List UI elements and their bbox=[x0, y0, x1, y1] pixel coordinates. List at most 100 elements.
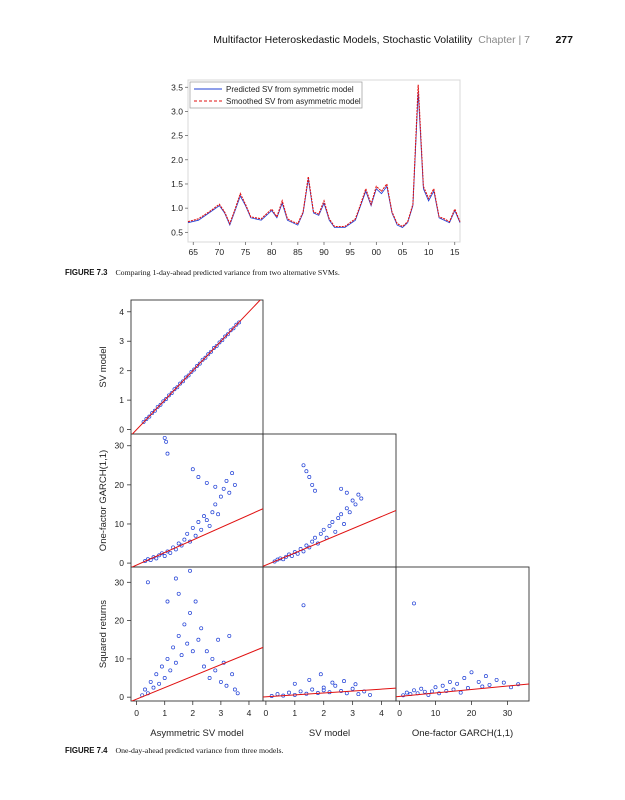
scatter-point bbox=[223, 334, 228, 339]
scatter-point bbox=[196, 520, 201, 524]
scatter-xtick-label: 1 bbox=[162, 708, 167, 718]
scatter-point bbox=[301, 463, 306, 468]
scatter-point bbox=[186, 373, 191, 378]
scatter-point bbox=[199, 626, 204, 631]
fig73-xtick-label: 65 bbox=[188, 247, 198, 257]
scatter-xtick-label: 0 bbox=[264, 708, 269, 718]
scatter-column-label: One-factor GARCH(1,1) bbox=[412, 728, 513, 739]
scatter-xtick-label: 2 bbox=[321, 708, 326, 718]
scatter-point bbox=[145, 580, 150, 585]
running-title: Multifactor Heteroskedastic Models, Stoc… bbox=[213, 34, 473, 46]
scatter-point bbox=[327, 523, 332, 528]
scatter-point bbox=[368, 692, 372, 697]
scatter-point bbox=[165, 656, 170, 661]
page-header: Multifactor Heteroskedastic Models, Stoc… bbox=[0, 34, 625, 48]
scatter-point bbox=[154, 672, 159, 677]
scatter-point bbox=[183, 375, 188, 380]
scatter-point bbox=[228, 328, 233, 333]
scatter-xtick-label: 2 bbox=[190, 708, 195, 718]
scatter-panel-frame bbox=[130, 433, 264, 568]
scatter-point bbox=[173, 660, 178, 665]
scatter-point bbox=[175, 385, 180, 390]
scatter-point bbox=[359, 496, 364, 501]
figure-7-3-label: FIGURE 7.3 bbox=[65, 268, 108, 277]
scatter-point bbox=[207, 523, 212, 528]
scatter-point bbox=[451, 687, 456, 692]
scatter-point bbox=[155, 404, 160, 409]
scatter-row-label: One-factor GARCH(1,1) bbox=[98, 450, 109, 551]
scatter-point bbox=[321, 527, 326, 532]
scatter-point bbox=[231, 326, 236, 331]
scatter-point bbox=[412, 688, 416, 693]
scatter-point bbox=[307, 475, 312, 479]
scatter-point bbox=[213, 484, 218, 489]
scatter-point bbox=[173, 576, 178, 581]
fig73-ytick-label: 0.5 bbox=[171, 227, 183, 237]
scatter-point bbox=[220, 338, 225, 343]
fig73-xtick-label: 00 bbox=[372, 247, 382, 257]
scatter-point bbox=[193, 533, 198, 538]
scatter-point bbox=[218, 494, 223, 499]
scatter-point bbox=[165, 451, 170, 456]
scatter-ytick-label: 3 bbox=[119, 336, 124, 346]
scatter-point bbox=[437, 691, 442, 696]
scatter-point bbox=[188, 610, 192, 615]
scatter-point bbox=[339, 689, 344, 693]
scatter-point bbox=[353, 682, 358, 687]
scatter-point bbox=[318, 672, 323, 677]
scatter-point bbox=[176, 591, 181, 596]
scatter-point bbox=[234, 322, 239, 327]
scatter-point bbox=[235, 691, 240, 696]
scatter-point bbox=[356, 692, 361, 697]
scatter-point bbox=[501, 680, 506, 685]
scatter-xtick-label: 0 bbox=[134, 708, 139, 718]
scatter-point bbox=[218, 679, 223, 684]
scatter-point bbox=[401, 693, 406, 698]
scatter-ytick-label: 20 bbox=[115, 616, 125, 626]
scatter-point bbox=[209, 349, 213, 354]
scatter-x-axes: 0 1 2 3 4 Asymmetric SV model 0 1 2 3 4 SV model 0 10… bbox=[134, 701, 513, 739]
scatter-point bbox=[206, 352, 211, 357]
scatter-point bbox=[347, 510, 352, 515]
fig73-ytick-label: 3.0 bbox=[171, 106, 183, 116]
scatter-point bbox=[227, 633, 232, 638]
scatter-point bbox=[216, 512, 221, 517]
fig73-xtick-label: 70 bbox=[215, 247, 225, 257]
scatter-point bbox=[182, 622, 187, 627]
scatter-point bbox=[148, 679, 153, 684]
scatter-point bbox=[168, 668, 173, 673]
scatter-point bbox=[339, 512, 344, 517]
scatter-point bbox=[162, 435, 167, 440]
scatter-point bbox=[487, 682, 492, 687]
scatter-point bbox=[232, 482, 237, 487]
figure-7-4-caption: FIGURE 7.4 One-day-ahead predicted varian… bbox=[65, 746, 283, 755]
scatter-point bbox=[321, 685, 326, 690]
scatter-point bbox=[193, 599, 198, 604]
fig73-xtick-label: 75 bbox=[241, 247, 251, 257]
figure-7-4-caption-text: One-day-ahead predicted variance from th… bbox=[115, 746, 284, 755]
scatter-point bbox=[272, 559, 277, 564]
scatter-ytick-label: 0 bbox=[119, 692, 124, 702]
scatter-point bbox=[204, 480, 209, 485]
scatter-point bbox=[189, 369, 194, 374]
scatter-point bbox=[159, 664, 164, 669]
scatter-point bbox=[458, 690, 463, 695]
scatter-point bbox=[307, 677, 312, 682]
fig73-ytick-label: 1.5 bbox=[171, 179, 183, 189]
scatter-point bbox=[171, 645, 176, 650]
scatter-panel-r1-c0 bbox=[131, 435, 263, 567]
scatter-point bbox=[213, 668, 218, 673]
scatter-ytick-label: 4 bbox=[119, 307, 124, 317]
scatter-point bbox=[157, 681, 162, 686]
scatter-xtick-label: 20 bbox=[467, 708, 477, 718]
fig73-xtick-label: 15 bbox=[450, 247, 460, 257]
scatter-point bbox=[275, 692, 280, 697]
scatter-ytick-label: 0 bbox=[119, 558, 124, 568]
scatter-point bbox=[162, 554, 167, 558]
scatter-point bbox=[188, 568, 192, 573]
scatter-xtick-label: 3 bbox=[219, 708, 224, 718]
fig73-xtick-label: 80 bbox=[267, 247, 277, 257]
scatter-point bbox=[216, 637, 221, 642]
scatter-point bbox=[292, 681, 297, 686]
scatter-point bbox=[207, 676, 212, 680]
